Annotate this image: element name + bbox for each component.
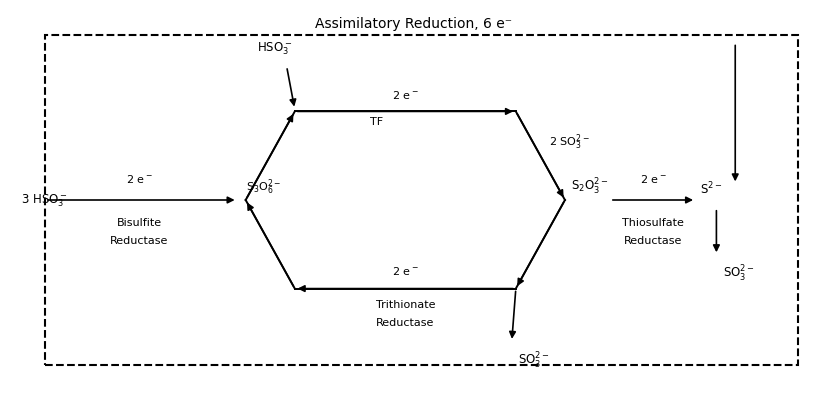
Text: Reductase: Reductase (376, 317, 434, 327)
Text: HSO$_3^-$: HSO$_3^-$ (256, 41, 292, 57)
Text: S$_3$O$_6^{2-}$: S$_3$O$_6^{2-}$ (246, 177, 281, 196)
Text: Reductase: Reductase (110, 236, 169, 246)
Text: 3 HSO$_3^-$: 3 HSO$_3^-$ (21, 192, 67, 209)
Text: Assimilatory Reduction, 6 e⁻: Assimilatory Reduction, 6 e⁻ (315, 17, 512, 31)
Text: Bisulfite: Bisulfite (117, 217, 162, 227)
Text: Reductase: Reductase (624, 236, 682, 246)
Text: Trithionate: Trithionate (375, 300, 435, 310)
Text: 2 e$^-$: 2 e$^-$ (640, 173, 667, 185)
Text: S$^{2-}$: S$^{2-}$ (700, 180, 723, 196)
Text: Thiosulfate: Thiosulfate (623, 217, 684, 227)
Text: 2 e$^-$: 2 e$^-$ (392, 264, 418, 276)
Text: TF: TF (370, 117, 383, 127)
Text: 2 e$^-$: 2 e$^-$ (392, 88, 418, 100)
Text: SO$_3^{2-}$: SO$_3^{2-}$ (519, 350, 550, 371)
Text: S$_2$O$_3^{2-}$: S$_2$O$_3^{2-}$ (571, 176, 608, 196)
Text: 2 e$^-$: 2 e$^-$ (126, 173, 153, 185)
Text: SO$_3^{2-}$: SO$_3^{2-}$ (723, 263, 755, 284)
Text: 2 SO$_3^{2-}$: 2 SO$_3^{2-}$ (548, 132, 589, 151)
